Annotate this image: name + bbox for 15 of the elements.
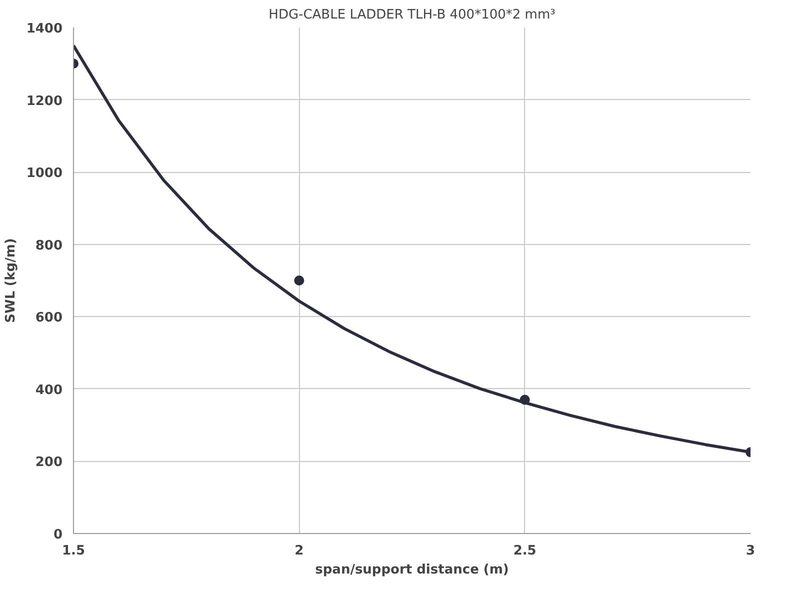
x-tick-label: 2.5: [513, 544, 536, 558]
y-tick-label: 400: [35, 382, 63, 398]
x-tick-label: 1.5: [62, 544, 86, 558]
x-tick-label: 2: [294, 544, 304, 558]
y-tick-label: 1000: [26, 166, 63, 182]
x-tick-label: 3: [746, 544, 756, 558]
y-tick-label: 1200: [26, 94, 63, 109]
y-tick-label: 1400: [26, 22, 63, 36]
y-axis-title: SWL (kg/m): [3, 238, 18, 323]
chart-title: HDG-CABLE LADDER TLH-B 400*100*2 mm³: [268, 8, 556, 22]
y-tick-label: 0: [53, 528, 62, 542]
y-tick-label: 600: [35, 310, 63, 326]
x-axis-title: span/support distance (m): [315, 562, 509, 578]
y-tick-label: 200: [35, 455, 63, 470]
y-tick-label: 800: [35, 238, 63, 254]
